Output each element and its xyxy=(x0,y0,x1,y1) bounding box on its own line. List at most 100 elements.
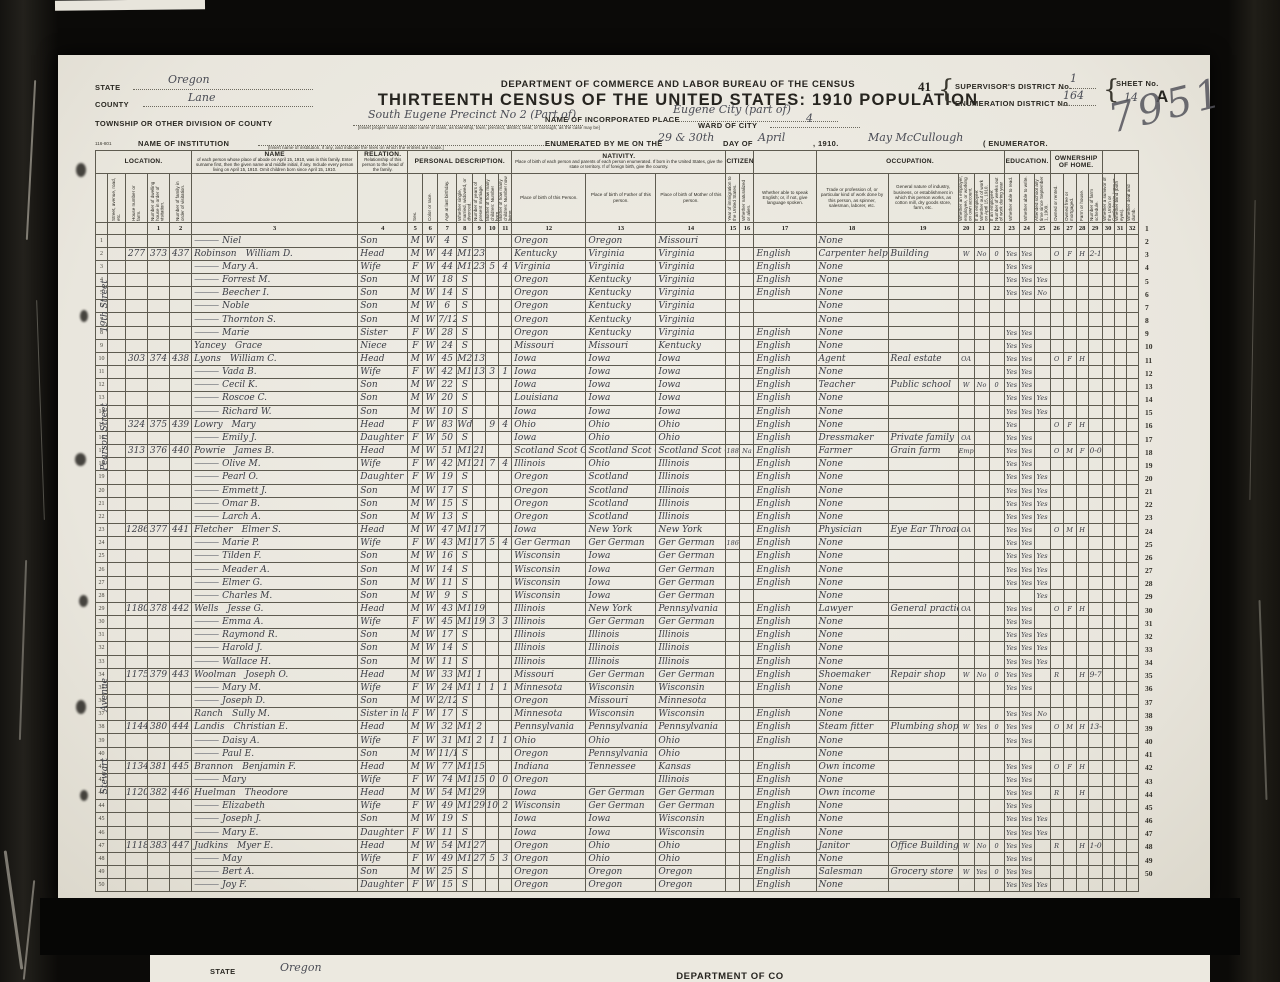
cell-pobm: Ohio xyxy=(655,417,727,432)
cell-trade: None xyxy=(815,772,889,788)
cell-living xyxy=(498,838,513,853)
cell-imm xyxy=(725,615,741,630)
cell-pobf: Ger German xyxy=(585,536,657,551)
cell-street xyxy=(107,878,126,893)
cell-emp xyxy=(957,851,975,867)
cell-natz xyxy=(739,404,755,419)
cell-relation: Head xyxy=(357,759,409,774)
cell-industry xyxy=(887,654,959,669)
cell-yrs xyxy=(472,286,487,301)
cell-born xyxy=(485,825,500,840)
cell-weeks xyxy=(988,299,1005,314)
cell-natz xyxy=(739,628,755,643)
column-header-blind: Whether blind (both eyes). xyxy=(1113,172,1127,223)
cell-marital: M1 xyxy=(456,799,474,814)
cell-age: 19 xyxy=(437,812,458,827)
cell-dwelling xyxy=(147,562,171,577)
column-number: 18 xyxy=(815,221,889,235)
cell-war xyxy=(1101,391,1115,406)
cell-school xyxy=(1033,351,1051,367)
cell-family xyxy=(169,391,193,406)
cell-fm xyxy=(1062,667,1077,682)
cell-sex: M xyxy=(407,522,424,538)
cell-industry xyxy=(887,680,959,696)
cell-weeks xyxy=(988,746,1005,761)
cell-marital: S xyxy=(456,233,474,248)
cell-fh: H xyxy=(1075,667,1089,682)
cell-trade: Steam fitter xyxy=(815,720,889,735)
cell-war xyxy=(1101,680,1115,696)
cell-dwelling xyxy=(147,391,171,406)
column-number: 8 xyxy=(456,221,474,235)
cell-age: 25 xyxy=(437,865,458,880)
cell-out xyxy=(973,351,990,367)
cell-pobm: Ger German xyxy=(655,615,727,630)
cell-read: Yes xyxy=(1003,522,1020,538)
cell-sex: M xyxy=(407,233,424,248)
cell-emp xyxy=(957,575,975,590)
cell-out xyxy=(973,470,990,485)
cell-sex: F xyxy=(407,733,424,748)
cell-war xyxy=(1101,799,1115,814)
cell-ow: O xyxy=(1049,246,1064,261)
cell-out xyxy=(973,707,990,722)
column-header-fm: Owned free or mortgaged. xyxy=(1062,172,1077,223)
cell-yrs: 2 xyxy=(472,720,487,735)
cell-industry xyxy=(887,799,959,814)
cell-age: 11 xyxy=(437,825,458,840)
cell-house xyxy=(124,391,149,406)
cell-fh xyxy=(1075,312,1089,327)
cell-natz xyxy=(739,549,755,564)
cell-lang: English xyxy=(753,799,817,814)
cell-marital: S xyxy=(456,654,474,669)
line-number: 23 xyxy=(1145,513,1153,523)
cell-born xyxy=(485,325,500,340)
cell-name: ——— Richard W. xyxy=(191,404,359,419)
cell-weeks xyxy=(988,325,1005,340)
cell-fm xyxy=(1062,272,1077,288)
column-group: NATIVITY. Place of birth of each person a… xyxy=(511,150,727,174)
cell-born xyxy=(485,812,500,827)
column-header-color: Color or race. xyxy=(422,172,439,223)
cell-house xyxy=(124,865,149,880)
cell-school xyxy=(1033,365,1051,380)
cell-deaf xyxy=(1125,246,1140,261)
cell-born: 5 xyxy=(485,851,500,867)
cell-dwelling xyxy=(147,483,171,498)
cell-yrs: 15 xyxy=(472,772,487,788)
cell-dwelling xyxy=(147,772,171,788)
cell-natz xyxy=(739,641,755,656)
table-row: 2 277 373 437 Robinson William D. Head M W 44 M1 2… xyxy=(95,246,1140,261)
cell-pob: Oregon xyxy=(511,299,587,314)
line-number: 5 xyxy=(1145,276,1149,286)
cell-sex: M xyxy=(407,509,424,524)
cell-sched xyxy=(1087,615,1103,630)
cell-relation: Son xyxy=(357,509,409,524)
cell-sched xyxy=(1087,746,1103,761)
cell-read: Yes xyxy=(1003,509,1020,524)
table-row: 17 313 376 440 Powrie James B. Head M W 51 M1 21 Sc… xyxy=(95,444,1140,459)
cell-fm xyxy=(1062,588,1077,603)
cell-out xyxy=(973,483,990,498)
cell-lang: English xyxy=(753,733,817,748)
cell-yrs xyxy=(472,865,487,880)
cell-read xyxy=(1003,312,1020,327)
line-number: 45 xyxy=(1145,802,1153,812)
cell-relation: Son xyxy=(357,628,409,643)
cell-sched xyxy=(1087,233,1103,248)
cell-weeks xyxy=(988,628,1005,643)
line-number: 48 xyxy=(1145,842,1153,852)
cell-deaf xyxy=(1125,601,1140,617)
cell-pob: Ohio xyxy=(511,417,587,432)
cell-blind xyxy=(1113,799,1127,814)
cell-pob: Oregon xyxy=(511,286,587,301)
cell-out xyxy=(973,799,990,814)
cell-house: 1144 xyxy=(124,720,149,735)
cell-sex: M xyxy=(407,628,424,643)
cell-imm xyxy=(725,404,741,419)
cell-weeks: 0 xyxy=(988,667,1005,682)
cell-imm xyxy=(725,641,741,656)
cell-age: 47 xyxy=(437,522,458,538)
cell-name: ——— Pearl O. xyxy=(191,470,359,485)
column-header-pobf: Place of birth of Father of this person. xyxy=(585,172,657,223)
